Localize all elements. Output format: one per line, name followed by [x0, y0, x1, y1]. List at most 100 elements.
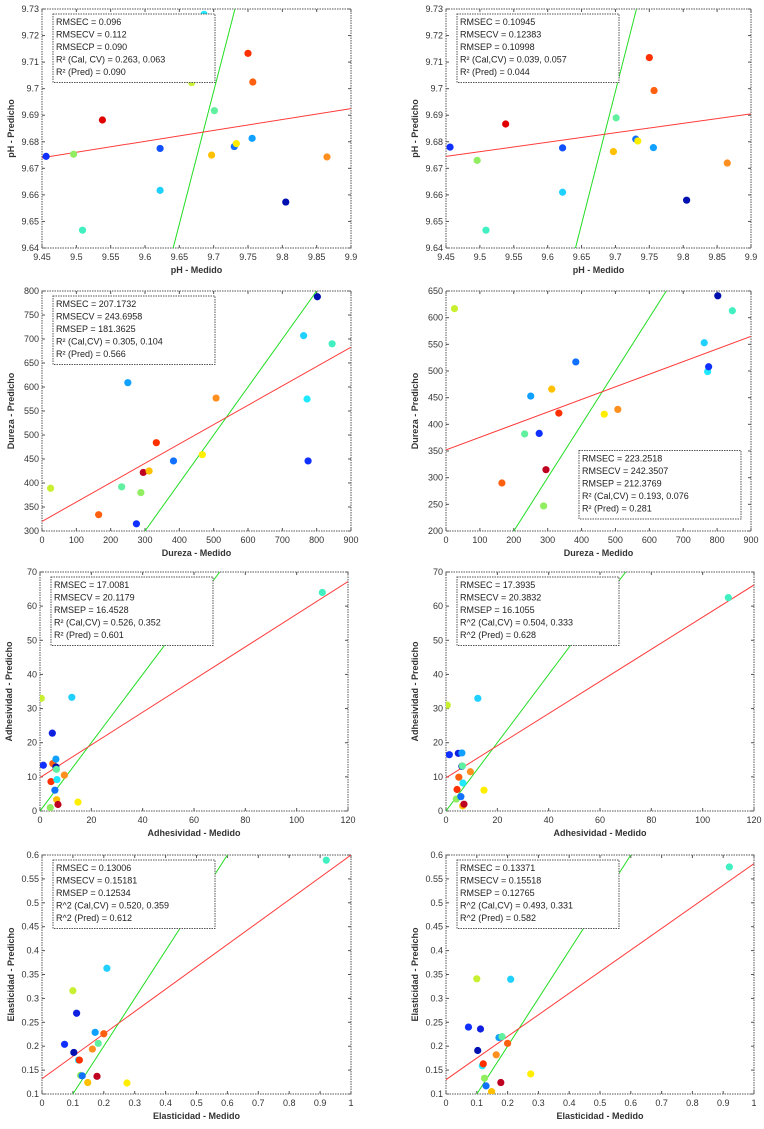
scatter-point: [476, 1025, 485, 1033]
scatter-point: [650, 86, 658, 95]
stat-line: R^2 (Cal,CV) = 0.493, 0.331: [460, 901, 573, 911]
stat-line: RMSEP = 0.10998: [460, 42, 535, 52]
scatter-point: [304, 457, 312, 465]
plot-frame: [445, 8, 752, 249]
y-tick-label: 0.1: [430, 1089, 443, 1099]
scatter-point: [504, 1039, 512, 1047]
fit-line: [42, 855, 351, 1080]
y-tick-label: 550: [24, 406, 39, 416]
scatter-point: [614, 405, 622, 413]
chart-panel-adhesividad-left: 0 20 40 60 80 100 120 0 10 20 30 40 50 60 70 Adhesivida…: [4, 567, 356, 838]
scatter-point: [464, 1023, 473, 1031]
x-tick-label: 0.5: [594, 1098, 607, 1108]
y-tick-label: 9.65: [21, 216, 39, 226]
x-tick-label: 9.85: [708, 252, 726, 262]
x-tick-label: 300: [540, 535, 555, 545]
scatter-point: [558, 144, 567, 152]
stat-line: R² (Cal, CV) = 0.263, 0.063: [56, 55, 165, 65]
scatter-point: [88, 1045, 96, 1053]
stat-line: RMSECV = 0.15518: [460, 876, 541, 886]
y-tick-label: 300: [428, 473, 443, 483]
scatter-point: [198, 451, 206, 459]
y-tick-label: 9.71: [425, 57, 443, 67]
scatter-point: [132, 520, 141, 528]
y-tick-label: 30: [433, 704, 443, 714]
scatter-point: [169, 457, 178, 465]
stats-box: RMSEC = 0.13006 RMSECV = 0.15181 RMSEP = 0…: [52, 859, 216, 929]
x-tick-label: 100: [289, 815, 304, 825]
ideal-line: [144, 291, 318, 531]
x-tick-label: 0.3: [532, 1098, 545, 1108]
stat-line: RMSEP = 212.3769: [582, 479, 662, 489]
scatter-point: [139, 468, 147, 477]
stats-box: RMSEC = 0.13371 RMSECV = 0.15518 RMSEP = 0…: [456, 859, 620, 929]
stat-line: RMSEC = 207.1732: [56, 299, 136, 309]
scatter-point: [52, 755, 60, 763]
y-tick-label: 450: [428, 393, 443, 403]
y-tick-label: 0.25: [21, 1017, 39, 1027]
scatter-point: [300, 332, 308, 340]
x-tick-label: 600: [642, 535, 657, 545]
x-tick-label: 200: [506, 535, 521, 545]
x-tick-label: 40: [138, 815, 148, 825]
scatter-point: [457, 793, 465, 801]
scatter-point: [68, 693, 76, 701]
fit-line: [42, 346, 351, 522]
scatter-point: [40, 694, 45, 702]
scatter-point: [540, 502, 548, 510]
scatter-point: [103, 964, 111, 972]
x-tick-label: 100: [472, 535, 487, 545]
x-tick-label: 0: [443, 535, 448, 545]
scatter-point: [232, 140, 240, 148]
scatter-point: [210, 107, 218, 115]
y-tick-label: 9.69: [21, 110, 39, 120]
y-tick-label: 0.15: [425, 1065, 443, 1075]
scatter-point: [507, 975, 515, 983]
scatter-point: [208, 151, 216, 159]
scatter-point: [474, 1046, 482, 1055]
fit-line: [446, 113, 751, 157]
y-tick-label: 9.7: [26, 84, 39, 94]
stat-line: RMSECV = 0.112: [56, 30, 127, 40]
scatter-point: [70, 1048, 78, 1057]
x-tick-label: 0.7: [252, 1098, 265, 1108]
y-tick-label: 70: [27, 567, 37, 577]
chart-panel-dureza-right: 0 100 200 300 400 500 600 700 800 900 200 250 300 350…: [410, 286, 759, 558]
scatter-point: [555, 409, 563, 417]
fit-line: [446, 584, 754, 779]
stat-line: RMSEP = 181.3625: [56, 324, 136, 334]
scatter-point: [473, 975, 481, 983]
scatter-point: [60, 771, 68, 779]
scatter-point: [244, 49, 252, 57]
stat-line: RMSEP = 0.12534: [56, 888, 131, 898]
y-tick-label: 9.68: [21, 137, 39, 147]
x-tick-label: 9.7: [609, 252, 622, 262]
scatter-point: [123, 1079, 131, 1087]
scatter-point: [458, 762, 467, 770]
y-tick-label: 0.45: [21, 922, 39, 932]
scatter-point: [600, 410, 608, 418]
scatter-point: [474, 694, 482, 702]
y-tick-label: 0.5: [430, 898, 443, 908]
scatter-point: [156, 186, 164, 194]
y-tick-label: 9.64: [21, 243, 39, 253]
y-tick-label: 550: [428, 339, 443, 349]
scatter-point: [74, 798, 82, 806]
stat-line: RMSECV = 0.15181: [56, 876, 137, 886]
x-tick-label: 200: [103, 535, 118, 545]
scatter-point: [479, 1060, 487, 1068]
ideal-line: [574, 9, 637, 248]
x-tick-label: 9.5: [70, 252, 83, 262]
y-tick-label: 0: [438, 806, 443, 816]
scatter-point: [40, 761, 47, 769]
x-tick-label: 500: [206, 535, 221, 545]
scatter-point: [152, 439, 160, 447]
y-tick-label: 0.45: [425, 922, 443, 932]
y-tick-label: 50: [433, 635, 443, 645]
scatter-point: [328, 340, 336, 348]
x-tick-label: 1: [348, 1098, 353, 1108]
scatter-point: [73, 1009, 81, 1017]
x-tick-label: 9.45: [437, 252, 455, 262]
scatter-point: [453, 785, 461, 794]
y-tick-label: 9.73: [21, 4, 39, 14]
